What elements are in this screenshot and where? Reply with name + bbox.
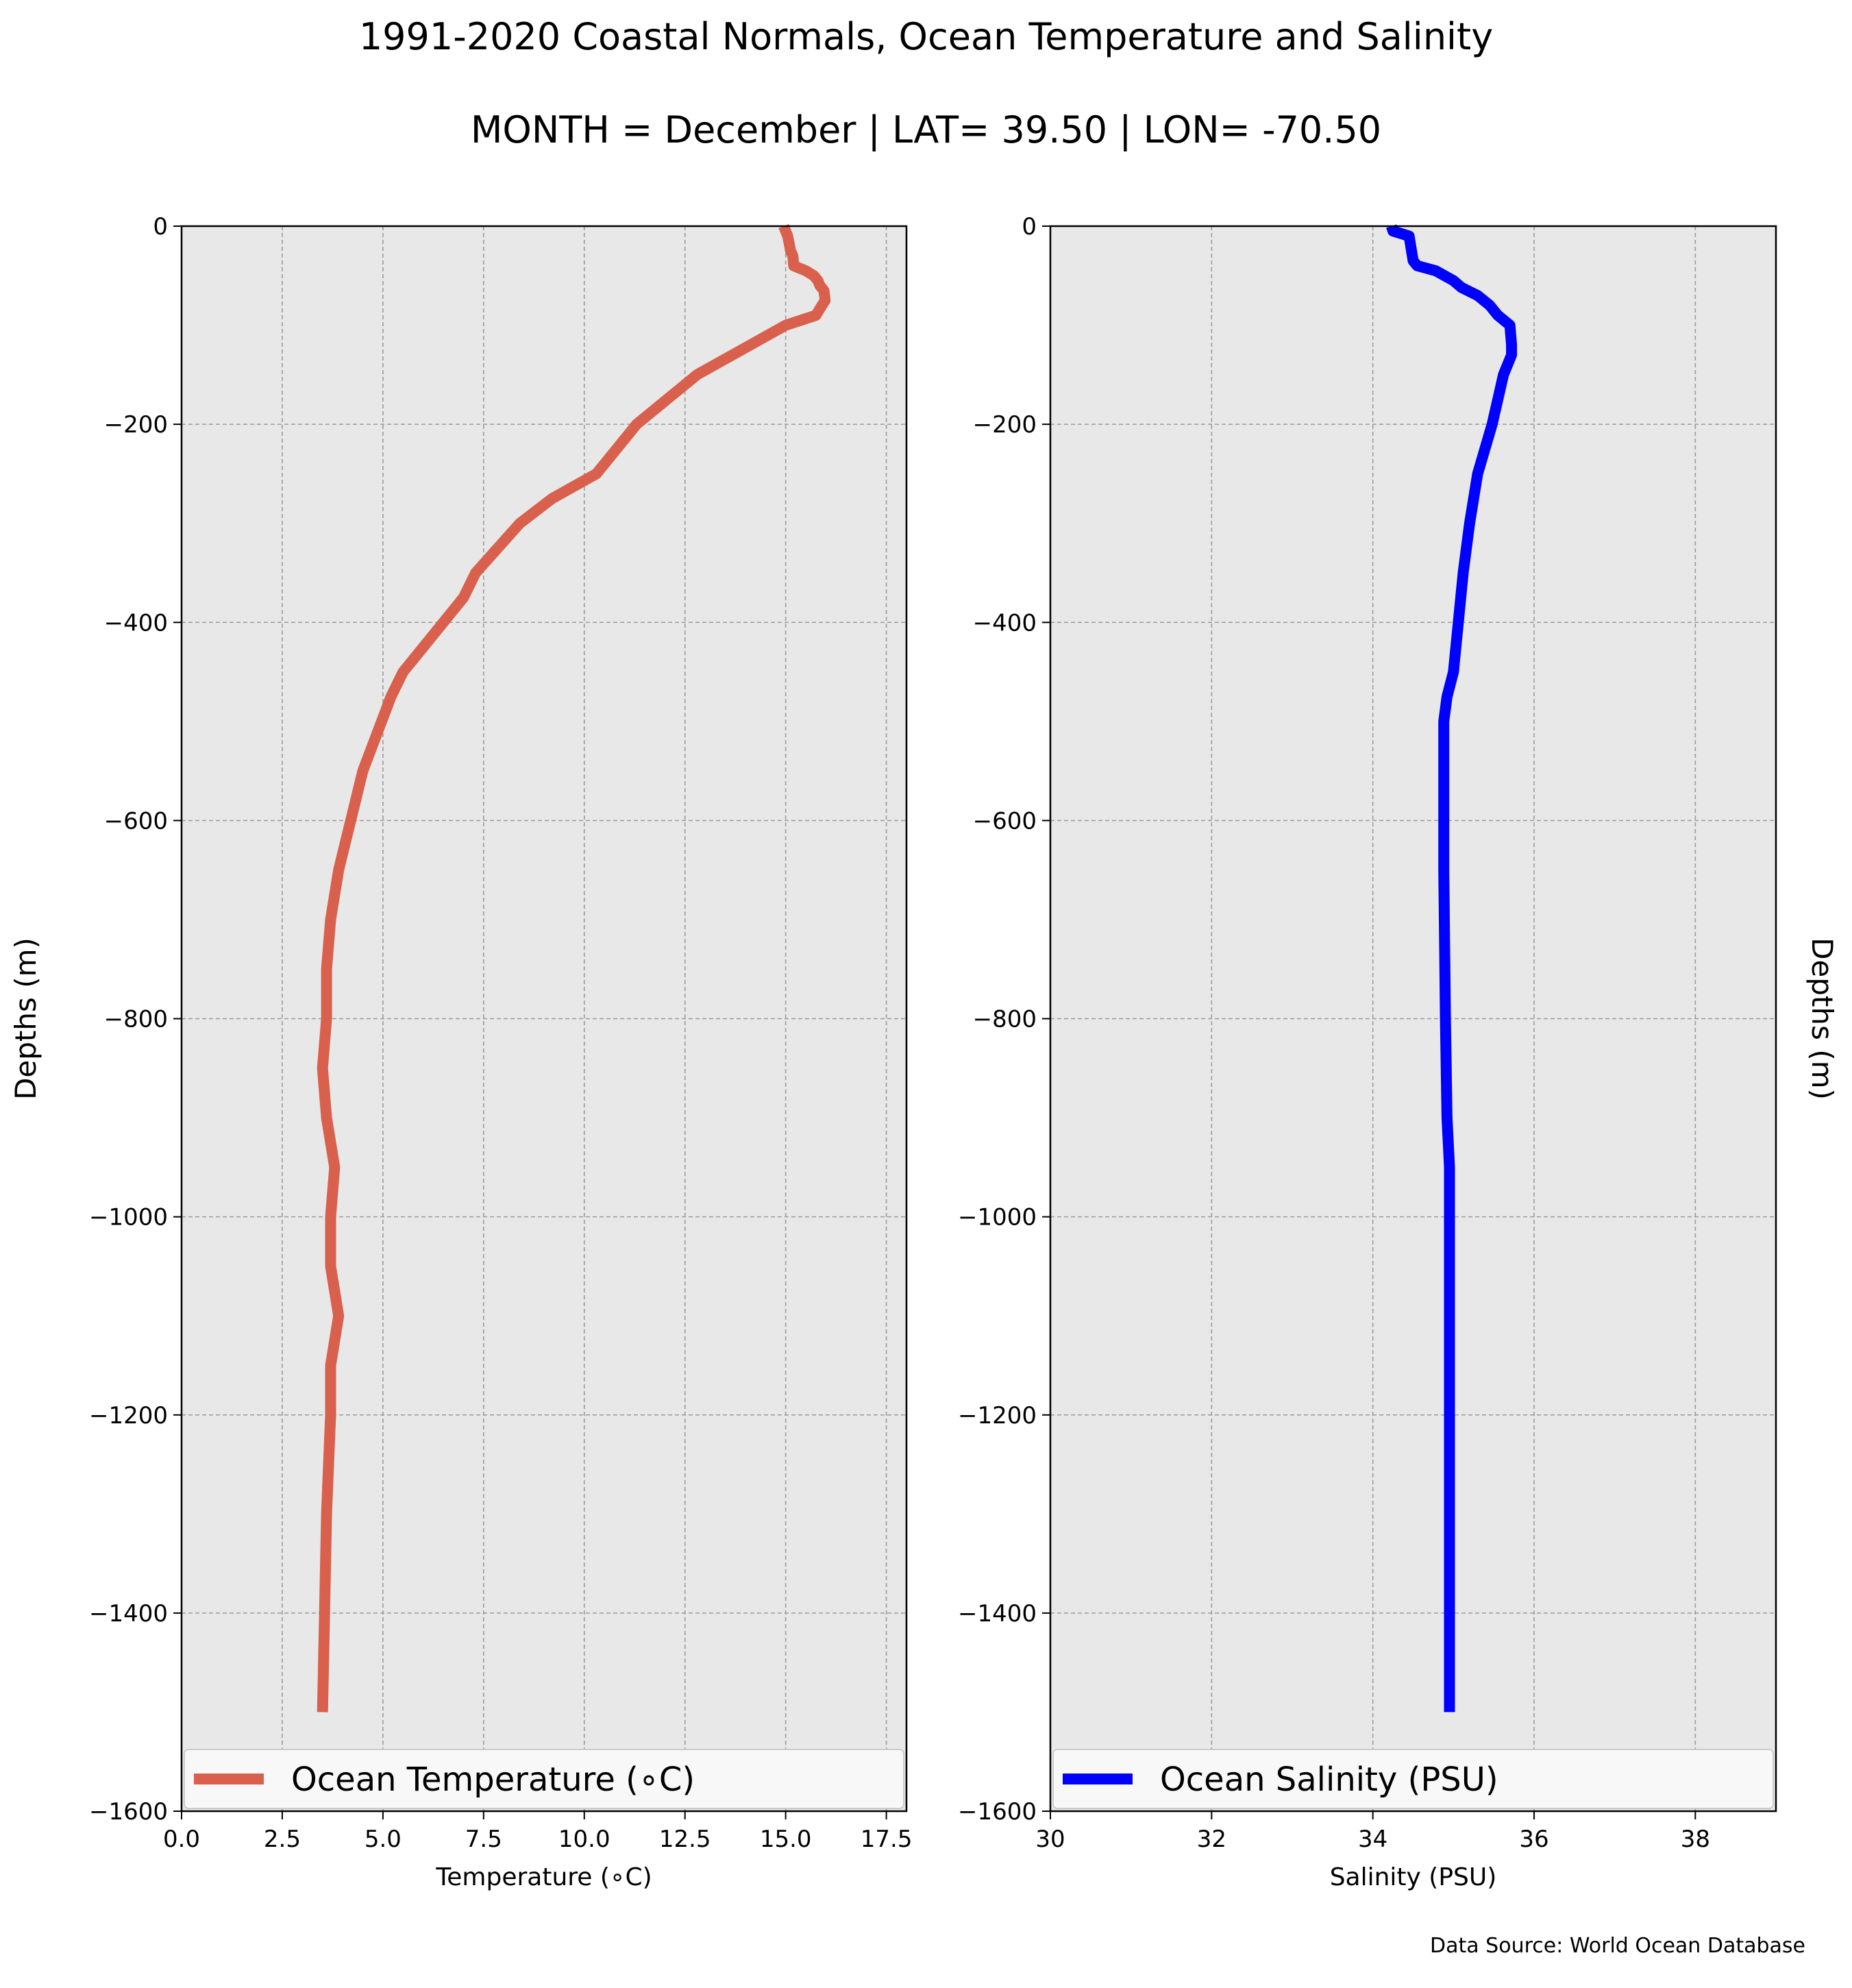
legend-label: Ocean Temperature (∘C) [291, 1760, 695, 1799]
x-tick-label: 30 [1035, 1826, 1065, 1853]
series-line [317, 223, 831, 1713]
x-tick-label: 36 [1519, 1826, 1548, 1853]
y-tick-label: −1400 [958, 1600, 1037, 1628]
x-tick-label: 32 [1197, 1826, 1226, 1853]
y-tick-label: −1000 [89, 1204, 168, 1231]
x-tick-label: 17.5 [861, 1826, 913, 1853]
x-tick-label: 2.5 [264, 1826, 301, 1853]
y-axis-label: Depths (m) [9, 937, 42, 1100]
series-line [1386, 224, 1518, 1713]
y-tick-label: −1600 [89, 1798, 168, 1826]
y-axis-label: Depths (m) [1805, 937, 1839, 1100]
x-tick-label: 12.5 [659, 1826, 711, 1853]
y-tick-label: −600 [973, 807, 1037, 835]
x-axis-label: Temperature (∘C) [435, 1863, 652, 1891]
y-tick-label: −400 [104, 609, 168, 637]
legend: Ocean Salinity (PSU) [1052, 1749, 1774, 1809]
y-tick-label: −600 [104, 807, 168, 835]
y-tick-label: 0 [153, 213, 168, 241]
temperature-panel: 0.0 2.5 5.0 7.5 10.0 12.5 15.0 17.5 0 −200 −400 −60… [9, 213, 912, 1891]
x-axis-label: Salinity (PSU) [1330, 1863, 1497, 1891]
plot-area [182, 226, 906, 1811]
data-source-note: Data Source: World Ocean Database [1430, 1934, 1805, 1958]
x-tick-label: 34 [1358, 1826, 1387, 1853]
plot-frame [1049, 225, 1777, 1813]
y-tick-label: −1000 [958, 1204, 1037, 1231]
plot-frame [180, 225, 908, 1813]
legend-box [184, 1749, 904, 1809]
y-tick-label: 0 [1022, 213, 1037, 241]
y-tick-label: −200 [973, 411, 1037, 439]
y-tick-label: −1400 [89, 1600, 168, 1628]
y-tick-label: −800 [973, 1006, 1037, 1033]
legend-label: Ocean Salinity (PSU) [1160, 1760, 1498, 1799]
legend: Ocean Temperature (∘C) [184, 1749, 904, 1809]
page-title: 1991-2020 Coastal Normals, Ocean Tempera… [358, 15, 1494, 58]
page-subtitle: MONTH = December | LAT= 39.50 | LON= -70… [470, 108, 1382, 151]
x-tick-label: 7.5 [465, 1826, 502, 1853]
x-tick-label: 10.0 [558, 1826, 610, 1853]
y-tick-label: −1200 [958, 1402, 1037, 1429]
x-tick-label: 38 [1681, 1826, 1710, 1853]
y-tick-label: −400 [973, 609, 1037, 637]
y-tick-label: −200 [104, 411, 168, 439]
x-tick-label: 15.0 [760, 1826, 812, 1853]
y-tick-label: −1200 [89, 1402, 168, 1429]
x-tick-label: 5.0 [365, 1826, 402, 1853]
y-tick-label: −800 [104, 1006, 168, 1033]
salinity-panel: 30 32 34 36 38 0 −200 −400 −600 −800 −1000 −1200 −14… [958, 213, 1839, 1891]
legend-box [1052, 1749, 1774, 1809]
y-tick-label: −1600 [958, 1798, 1037, 1826]
x-tick-label: 0.0 [163, 1826, 200, 1853]
